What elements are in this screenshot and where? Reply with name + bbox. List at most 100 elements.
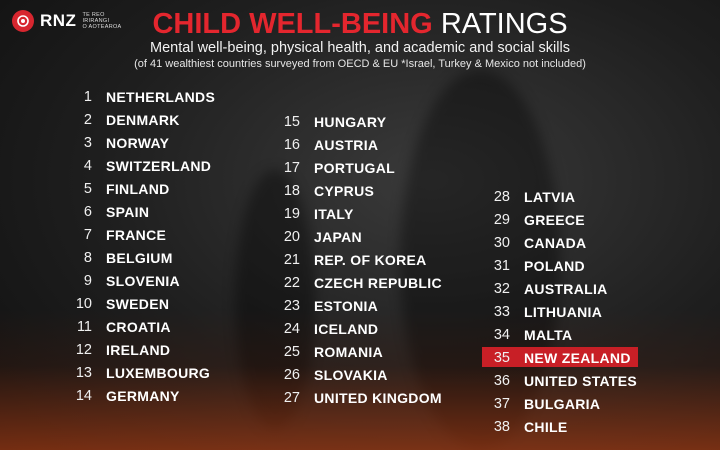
country-name: SLOVAKIA <box>314 366 388 383</box>
country-name: CHILE <box>524 418 568 435</box>
ranking-row: 18 CYPRUS <box>274 179 442 202</box>
country-name: UNITED STATES <box>524 372 638 389</box>
ranking-row: 20 JAPAN <box>274 225 442 248</box>
rank-number: 29 <box>493 211 510 228</box>
rank-number: 10 <box>75 295 92 312</box>
rank-number: 8 <box>83 249 92 266</box>
rank-number: 4 <box>83 157 92 174</box>
background-sunset-glow <box>0 310 720 450</box>
rank-number: 19 <box>283 205 300 222</box>
country-name: JAPAN <box>314 228 362 245</box>
country-name: BELGIUM <box>106 249 173 266</box>
rank-number: 15 <box>283 113 300 130</box>
country-name: AUSTRALIA <box>524 280 608 297</box>
country-name: NORWAY <box>106 134 170 151</box>
rank-number: 16 <box>283 136 300 153</box>
page-title: CHILD WELL-BEING RATINGS <box>0 8 720 40</box>
ranking-row: 27 UNITED KINGDOM <box>274 386 442 409</box>
ranking-row: 31 POLAND <box>484 254 720 277</box>
title-red: CHILD WELL-BEING <box>152 8 433 40</box>
ranking-row: 33 LITHUANIA <box>484 300 720 323</box>
ranking-row: 3 NORWAY <box>66 131 215 154</box>
ranking-row: 11 CROATIA <box>66 315 215 338</box>
country-name: ESTONIA <box>314 297 379 314</box>
rank-number: 6 <box>83 203 92 220</box>
rank-number: 17 <box>283 159 300 176</box>
ranking-row: 4 SWITZERLAND <box>66 154 215 177</box>
ranking-row: 34 MALTA <box>484 323 720 346</box>
rank-number: 9 <box>83 272 92 289</box>
ranking-row: 24 ICELAND <box>274 317 442 340</box>
country-name: BULGARIA <box>524 395 601 412</box>
ranking-row: 8 BELGIUM <box>66 246 215 269</box>
ranking-column-1: 1 NETHERLANDS 2 DENMARK 3 NORWAY 4 SWITZERLAND 5… <box>66 85 215 407</box>
rank-number: 36 <box>493 372 510 389</box>
country-name: NEW ZEALAND <box>524 349 631 366</box>
country-name: AUSTRIA <box>314 136 379 153</box>
ranking-row: 19 ITALY <box>274 202 442 225</box>
ranking-row: 15 HUNGARY <box>274 110 442 133</box>
rank-number: 11 <box>76 318 92 335</box>
rank-number: 31 <box>493 257 510 274</box>
ranking-row: 26 SLOVAKIA <box>274 363 442 386</box>
country-name: POLAND <box>524 257 585 274</box>
ranking-row: 32 AUSTRALIA <box>484 277 720 300</box>
country-name: CANADA <box>524 234 587 251</box>
ranking-row: 25 ROMANIA <box>274 340 442 363</box>
rank-number: 12 <box>75 341 92 358</box>
country-name: NETHERLANDS <box>106 88 216 105</box>
country-name: LUXEMBOURG <box>106 364 211 381</box>
country-name: IRELAND <box>106 341 171 358</box>
country-name: SPAIN <box>106 203 150 220</box>
ranking-row: 23 ESTONIA <box>274 294 442 317</box>
country-name: GERMANY <box>106 387 180 404</box>
rank-number: 37 <box>493 395 510 412</box>
country-name: DENMARK <box>106 111 180 128</box>
country-name: GREECE <box>524 211 585 228</box>
rnz-logo[interactable]: RNZ TE REO IRIRANGI O AOTEAROA <box>12 10 122 32</box>
country-name: FRANCE <box>106 226 167 243</box>
ranking-row-highlighted: 35 NEW ZEALAND <box>482 346 720 369</box>
ranking-row: 12 IRELAND <box>66 338 215 361</box>
rank-number: 30 <box>493 234 510 251</box>
ranking-row: 22 CZECH REPUBLIC <box>274 271 442 294</box>
ranking-row: 9 SLOVENIA <box>66 269 215 292</box>
rank-number: 5 <box>83 180 92 197</box>
rank-number: 2 <box>83 111 92 128</box>
ranking-row: 17 PORTUGAL <box>274 156 442 179</box>
rank-number: 23 <box>283 297 300 314</box>
rank-number: 3 <box>83 134 92 151</box>
rank-number: 26 <box>283 366 300 383</box>
ranking-row: 37 BULGARIA <box>484 392 720 415</box>
ranking-row: 14 GERMANY <box>66 384 215 407</box>
country-name: PORTUGAL <box>314 159 395 176</box>
ranking-row: 1 NETHERLANDS <box>66 85 215 108</box>
ranking-row: 28 LATVIA <box>484 185 720 208</box>
rank-number: 14 <box>75 387 92 404</box>
rank-number: 27 <box>283 389 300 406</box>
rank-number: 18 <box>283 182 300 199</box>
country-name: UNITED KINGDOM <box>314 389 442 406</box>
ranking-row: 5 FINLAND <box>66 177 215 200</box>
country-name: CYPRUS <box>314 182 375 199</box>
ranking-row: 30 CANADA <box>484 231 720 254</box>
ranking-row: 6 SPAIN <box>66 200 215 223</box>
ranking-column-2: 15 HUNGARY 16 AUSTRIA 17 PORTUGAL 18 CYPRUS 19 IT… <box>274 110 442 409</box>
rank-number: 7 <box>83 226 92 243</box>
ranking-row: 10 SWEDEN <box>66 292 215 315</box>
rank-number: 35 <box>493 349 510 366</box>
country-name: MALTA <box>524 326 573 343</box>
country-name: CZECH REPUBLIC <box>314 274 442 291</box>
ranking-column-3: 28 LATVIA 29 GREECE 30 CANADA 31 POLAND 32 AUSTRA… <box>482 185 720 438</box>
country-name: SWITZERLAND <box>106 157 212 174</box>
country-name: SLOVENIA <box>106 272 180 289</box>
rank-number: 34 <box>493 326 510 343</box>
ranking-row: 2 DENMARK <box>66 108 215 131</box>
rank-number: 21 <box>283 251 300 268</box>
ranking-row: 29 GREECE <box>484 208 720 231</box>
logo-text: RNZ <box>40 11 77 30</box>
country-name: LATVIA <box>524 188 576 205</box>
country-name: SWEDEN <box>106 295 170 312</box>
ranking-row: 13 LUXEMBOURG <box>66 361 215 384</box>
rnz-logo-icon <box>12 10 34 32</box>
